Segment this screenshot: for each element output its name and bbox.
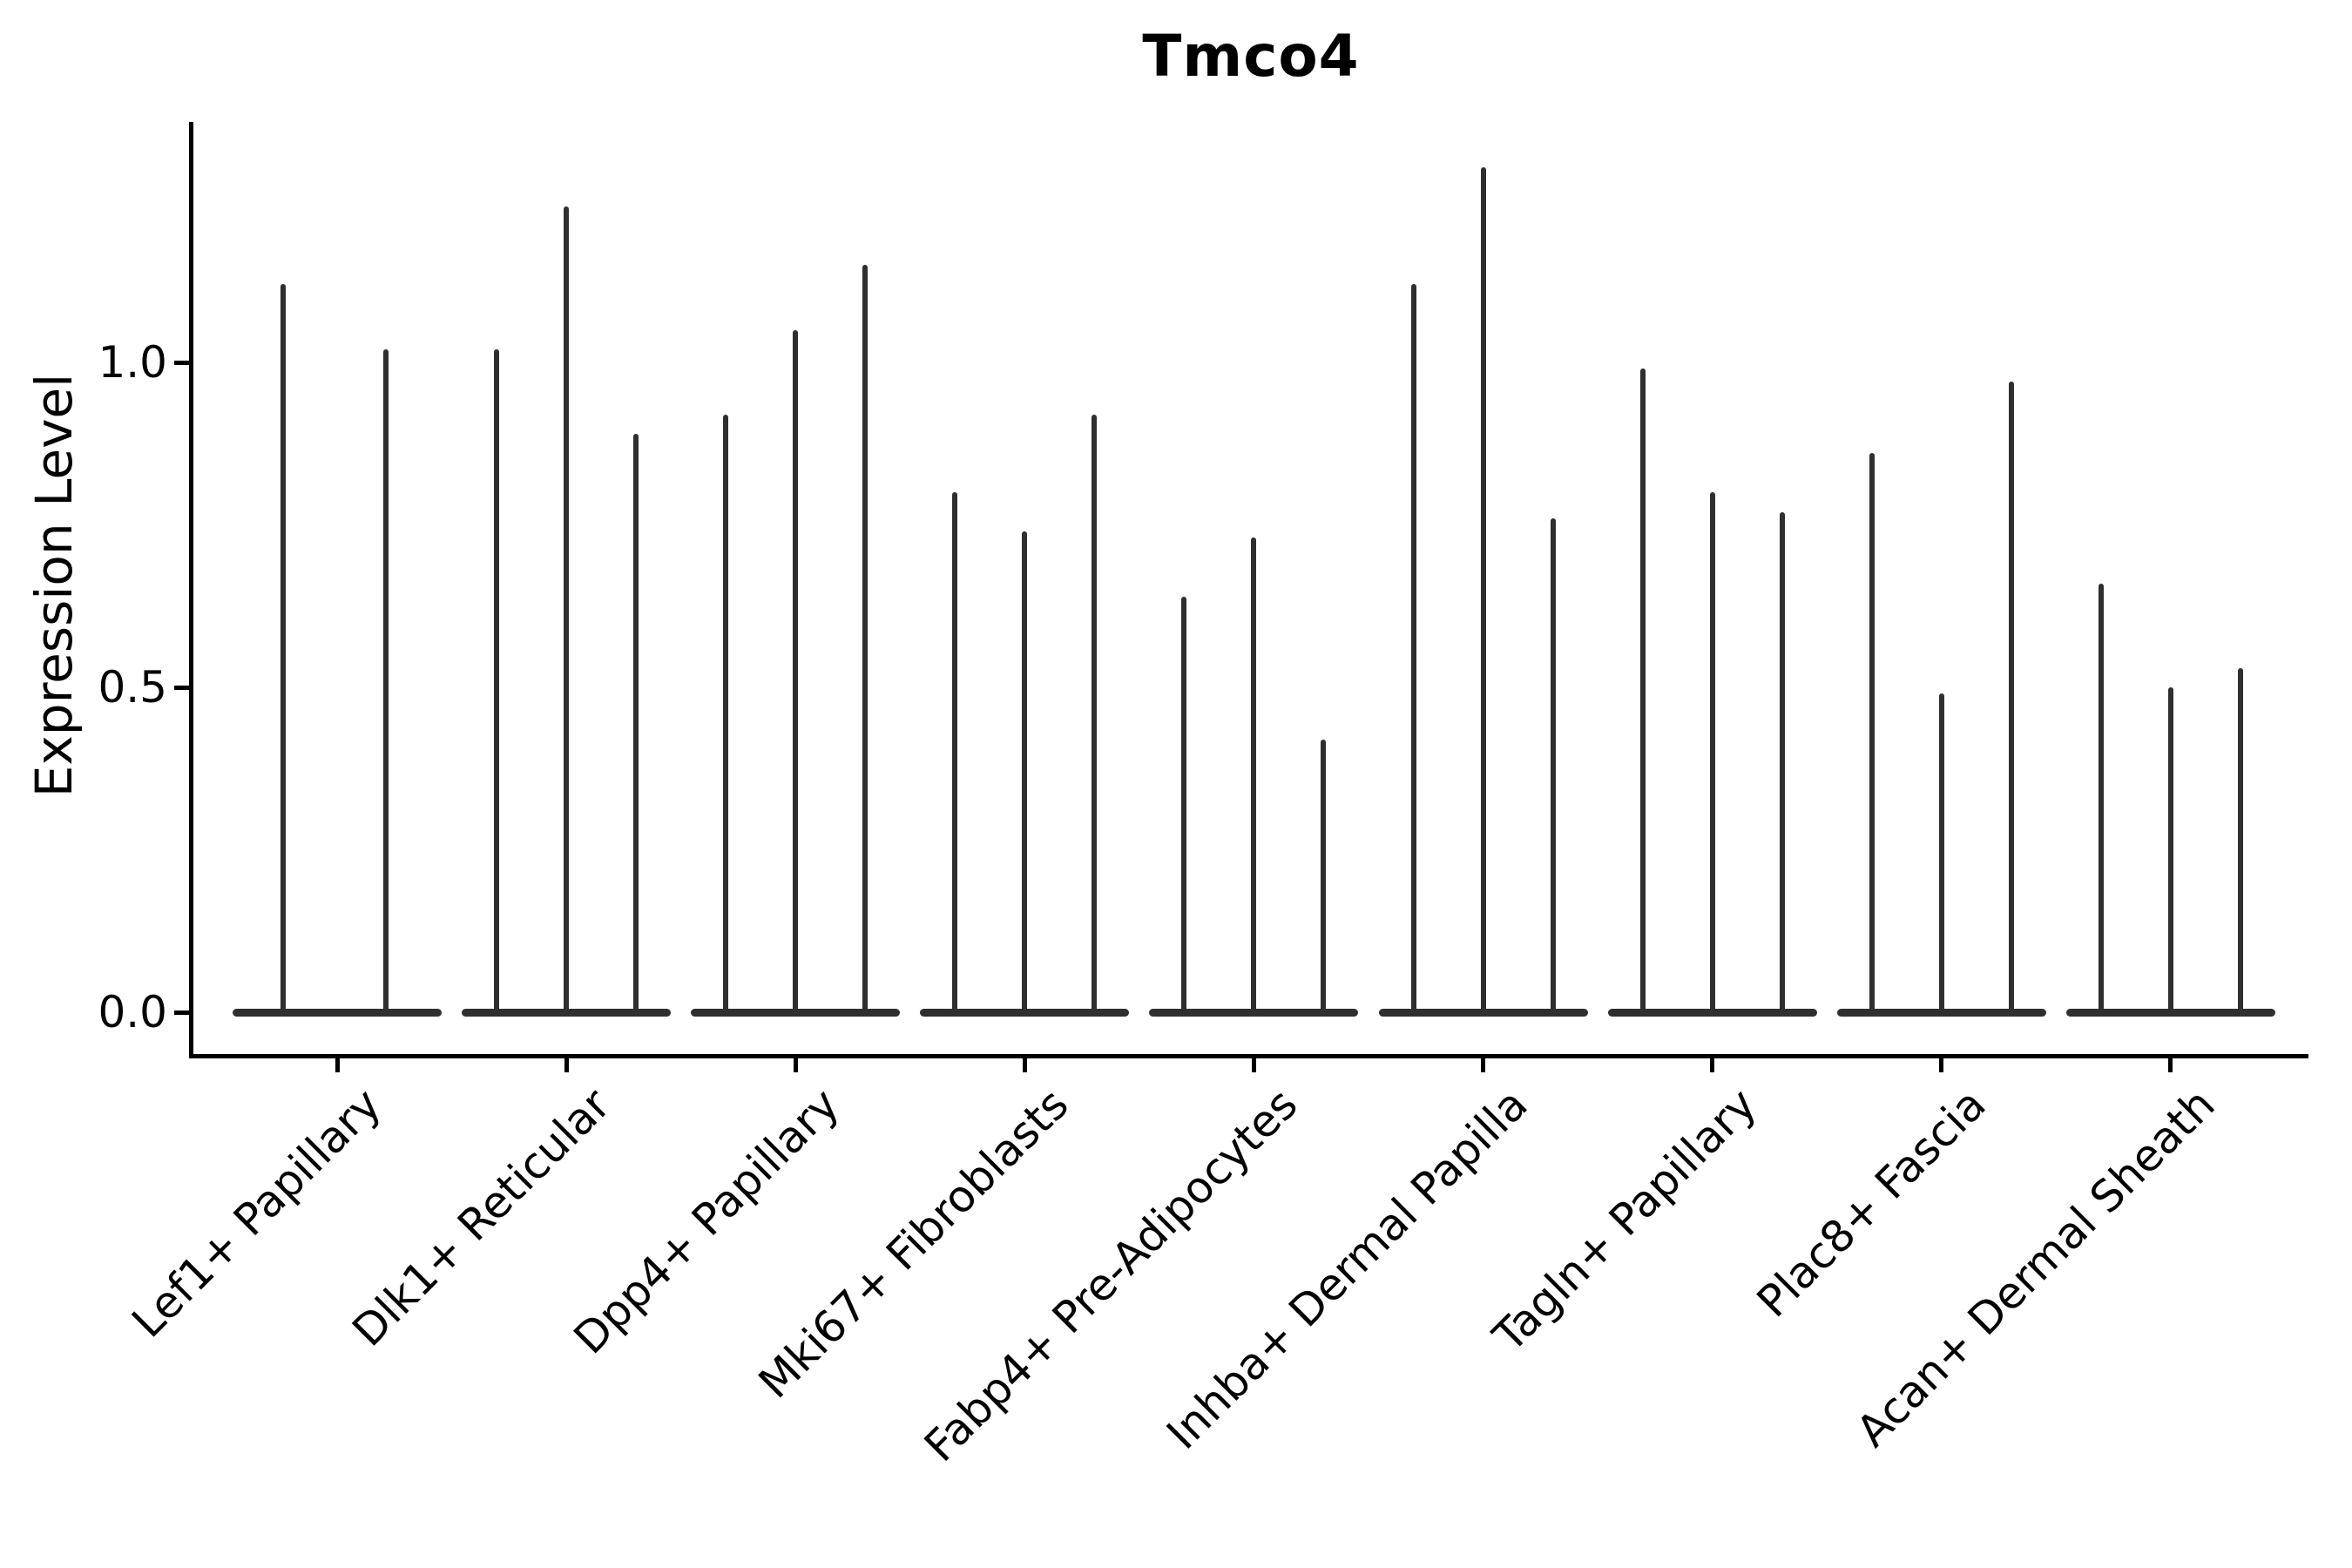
violin-spike [1869,453,1875,1015]
violin-spike [494,349,500,1015]
violin-spike [952,492,958,1015]
violin-spike [564,206,570,1015]
x-axis-spine [189,1054,2308,1058]
x-tick-mark [1710,1057,1715,1072]
x-tick-mark [1022,1057,1027,1072]
violin-spike [862,265,868,1015]
y-tick-mark [174,685,192,690]
violin-spike [1709,492,1715,1015]
violin-spike [1022,531,1028,1015]
y-tick-label: 1.0 [98,337,167,388]
violin-spike [633,434,639,1015]
violin-spike [1779,511,1785,1015]
violin-spike [1639,368,1646,1015]
violin-spike [280,284,286,1015]
violin-spike [1321,739,1327,1015]
plot-title: Tmco4 [1142,23,1360,90]
violin-base-band [233,1009,442,1017]
violin-spike [1251,537,1257,1015]
x-tick-mark [1939,1057,1944,1072]
violin-spike [1181,596,1187,1015]
x-tick-mark [2168,1057,2173,1072]
y-tick-label: 0.0 [98,987,167,1037]
violin-spike [1938,693,1944,1015]
violin-spike [383,349,389,1015]
y-tick-mark [174,360,192,365]
y-axis-label: Expression Level [24,373,84,798]
x-tick-mark [564,1057,569,1072]
x-tick-mark [793,1057,798,1072]
violin-spike [1410,284,1416,1015]
violin-spike [1550,518,1556,1015]
violin-spike [2098,583,2104,1015]
y-tick-mark [174,1010,192,1015]
violin-spike [2008,382,2014,1015]
y-tick-label: 0.5 [98,662,167,713]
violin-spike [723,414,729,1015]
x-tick-mark [335,1057,340,1072]
violin-spike [1092,414,1098,1015]
violin-spike [2237,667,2243,1015]
violin-spike [2167,687,2173,1015]
x-tick-mark [1481,1057,1485,1072]
violin-spike [1480,167,1486,1015]
violin-spike [793,329,799,1015]
y-axis-spine [189,122,193,1058]
x-tick-mark [1251,1057,1256,1072]
